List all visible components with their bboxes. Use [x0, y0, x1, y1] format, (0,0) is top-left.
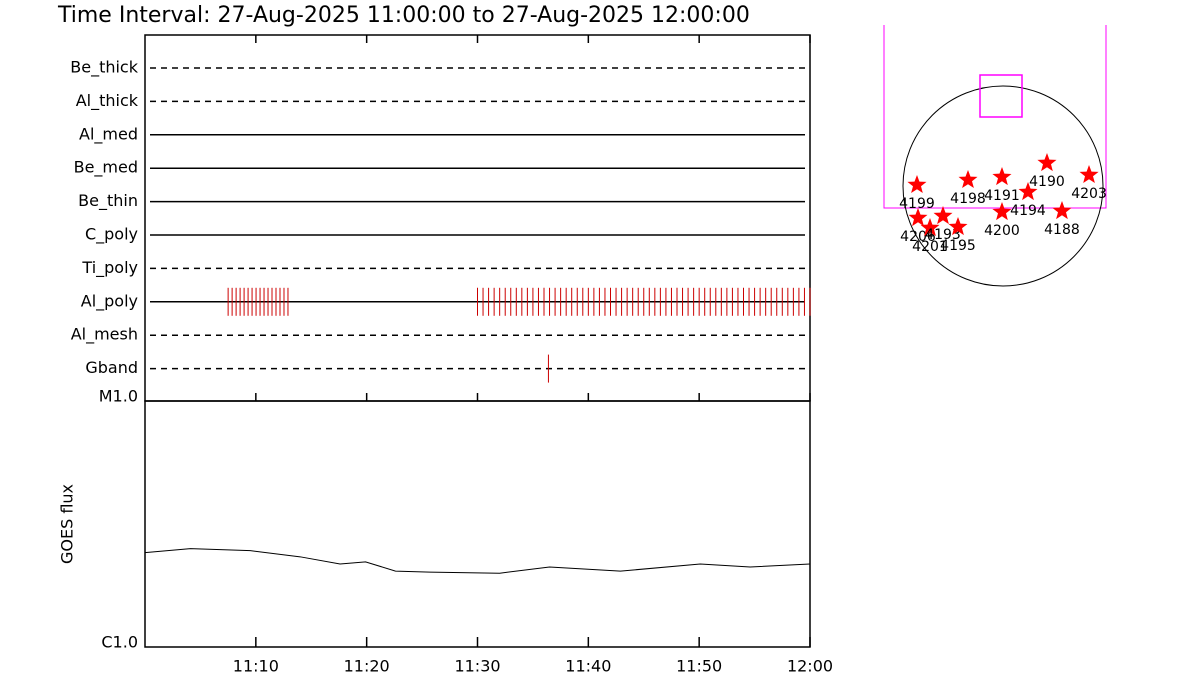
chart-title: Time Interval: 27-Aug-2025 11:00:00 to 2…	[57, 3, 750, 28]
goes-curve	[144, 548, 811, 574]
x-tick-label: 11:30	[454, 657, 500, 676]
filter-label: Ti_poly	[81, 258, 138, 278]
filter-label: Be_thin	[78, 191, 138, 211]
active-region	[1018, 182, 1038, 201]
filter-label: Al_thick	[76, 91, 139, 111]
y-axis-label: GOES flux	[58, 484, 77, 564]
pointing-box	[979, 74, 1023, 118]
filter-label: C_poly	[85, 225, 138, 245]
region-label: 4188	[1044, 222, 1080, 238]
region-label: 4191	[984, 188, 1020, 204]
timeline-frame	[144, 34, 811, 402]
region-label: 4193	[925, 227, 961, 243]
filter-label: Be_med	[74, 158, 138, 178]
active-region	[907, 175, 927, 193]
active-region	[1037, 153, 1057, 172]
active-region	[1079, 165, 1099, 183]
filter-label: Al_med	[79, 124, 138, 144]
region-label: 4190	[1029, 174, 1065, 190]
y-tick-label: C1.0	[101, 633, 138, 652]
x-tick-label: 11:10	[233, 657, 279, 676]
filter-label: Al_poly	[81, 291, 138, 311]
y-tick-label: M1.0	[99, 387, 138, 406]
filter-label: Gband	[85, 358, 138, 377]
region-label: 4200	[984, 223, 1020, 239]
region-label: 4203	[1071, 186, 1107, 202]
x-tick-label: 11:50	[676, 657, 722, 676]
solar-disk	[902, 85, 1104, 287]
x-tick-label: 12:00	[787, 657, 833, 676]
x-tick-label: 11:40	[565, 657, 611, 676]
filter-label: Be_thick	[70, 58, 138, 78]
active-region	[933, 206, 953, 225]
filter-label: Al_mesh	[71, 325, 138, 345]
active-region	[992, 167, 1012, 186]
active-region	[908, 208, 928, 227]
region-label: 4198	[950, 191, 986, 207]
goes-frame	[144, 400, 811, 648]
active-region	[958, 170, 978, 188]
region-label: 4199	[899, 196, 935, 212]
fov-outline	[883, 25, 1107, 209]
region-label: 4195	[940, 238, 976, 254]
active-region	[920, 218, 940, 237]
x-tick-label: 11:20	[344, 657, 390, 676]
active-region	[948, 217, 968, 236]
active-region	[1052, 201, 1072, 220]
active-region	[992, 202, 1012, 221]
region-label: 4201	[912, 239, 948, 255]
region-label: 4194	[1010, 203, 1046, 219]
